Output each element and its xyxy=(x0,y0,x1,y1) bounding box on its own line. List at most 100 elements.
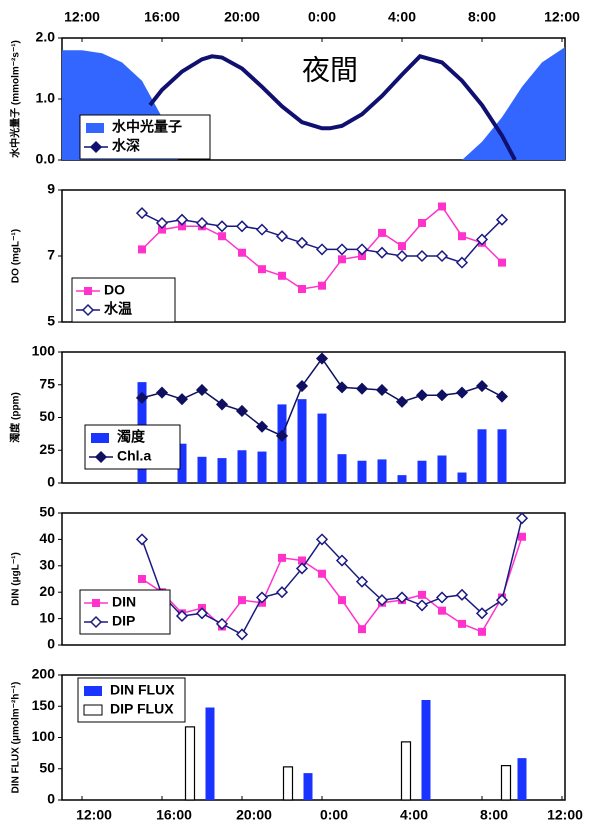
y-axis-label: DO (mgL⁻¹) xyxy=(11,229,22,283)
x-tick-label: 16:00 xyxy=(156,807,192,823)
y-axis-label: 濁度 (ppm) xyxy=(9,392,22,443)
y-axis-label: DIN FLUX (μmolm⁻²h⁻¹) xyxy=(11,682,22,794)
point xyxy=(358,252,366,260)
bar xyxy=(497,429,507,483)
point xyxy=(418,219,426,227)
point xyxy=(498,258,506,267)
bar xyxy=(400,741,412,801)
bar xyxy=(421,700,431,800)
x-tick-label: 12:00 xyxy=(76,807,112,823)
point xyxy=(275,429,289,442)
point xyxy=(335,243,349,256)
point xyxy=(298,556,306,565)
point xyxy=(315,533,329,546)
x-tick-label: 4:00 xyxy=(400,807,428,823)
point xyxy=(158,225,166,234)
point xyxy=(135,207,149,220)
y-tick-label: 0 xyxy=(47,474,55,490)
bar xyxy=(517,758,527,800)
point xyxy=(435,389,449,402)
y-axis-label: DIN (μgL⁻¹) xyxy=(11,552,22,606)
bar xyxy=(177,443,187,483)
legend-label: DO xyxy=(104,282,125,298)
point xyxy=(395,591,409,604)
legend-label: Chl.a xyxy=(117,448,151,464)
bar xyxy=(397,475,407,483)
point xyxy=(278,553,286,562)
point xyxy=(355,243,369,256)
y-tick-label: 50 xyxy=(39,759,55,775)
point xyxy=(375,246,389,259)
bar xyxy=(417,460,427,483)
y-tick-label: 75 xyxy=(39,375,55,391)
bar xyxy=(184,726,196,801)
point xyxy=(275,586,289,599)
point xyxy=(335,381,349,394)
point xyxy=(318,569,326,578)
point xyxy=(415,599,429,612)
point xyxy=(195,607,209,620)
point xyxy=(175,213,189,226)
point xyxy=(275,230,289,243)
y-tick-label: 7 xyxy=(47,247,55,263)
point xyxy=(175,609,189,623)
x-tick-label: 0:00 xyxy=(308,9,336,25)
point xyxy=(255,420,269,433)
point xyxy=(92,599,100,607)
point xyxy=(295,379,309,393)
point xyxy=(335,554,349,567)
point xyxy=(358,625,366,634)
point xyxy=(418,590,426,599)
point xyxy=(215,220,229,233)
bar xyxy=(257,451,267,483)
chart-title: 夜間 xyxy=(302,54,358,85)
point xyxy=(235,404,249,418)
bar xyxy=(217,458,227,483)
legend-label: DIP xyxy=(112,613,135,629)
legend-label: DIN xyxy=(112,594,136,610)
bar xyxy=(357,460,367,483)
legend-swatch xyxy=(86,123,104,133)
bar xyxy=(205,707,215,800)
legend-box xyxy=(79,114,211,160)
point xyxy=(258,265,266,274)
legend-label: 水中光量子 xyxy=(112,119,182,135)
point xyxy=(94,450,108,464)
point xyxy=(455,588,469,601)
bar xyxy=(337,454,347,483)
y-tick-label: 100 xyxy=(32,343,56,359)
y-tick-label: 30 xyxy=(39,557,55,573)
point xyxy=(438,606,446,615)
point xyxy=(278,271,286,280)
bar xyxy=(297,399,307,483)
point xyxy=(515,512,529,525)
point xyxy=(475,233,489,246)
point xyxy=(375,383,389,397)
legend-label: DIP FLUX xyxy=(110,701,174,717)
y-tick-label: 150 xyxy=(32,697,56,713)
y-tick-label: 50 xyxy=(39,408,55,424)
point xyxy=(495,213,509,226)
point xyxy=(238,248,246,257)
point xyxy=(218,232,226,241)
y-tick-label: 20 xyxy=(39,583,55,599)
point xyxy=(135,391,149,404)
point xyxy=(415,249,429,263)
point xyxy=(315,243,329,256)
y-tick-label: 5 xyxy=(47,313,55,329)
point xyxy=(84,287,92,295)
legend-label: 水温 xyxy=(104,301,132,317)
point xyxy=(495,390,509,403)
point xyxy=(235,220,249,233)
point xyxy=(175,393,189,406)
point xyxy=(435,249,449,263)
point xyxy=(235,628,249,641)
point xyxy=(81,303,95,317)
point xyxy=(395,249,409,263)
x-tick-label: 12:00 xyxy=(64,9,100,25)
x-tick-label: 16:00 xyxy=(144,9,180,25)
bar xyxy=(303,773,313,800)
bar xyxy=(477,429,487,483)
point xyxy=(255,223,269,236)
